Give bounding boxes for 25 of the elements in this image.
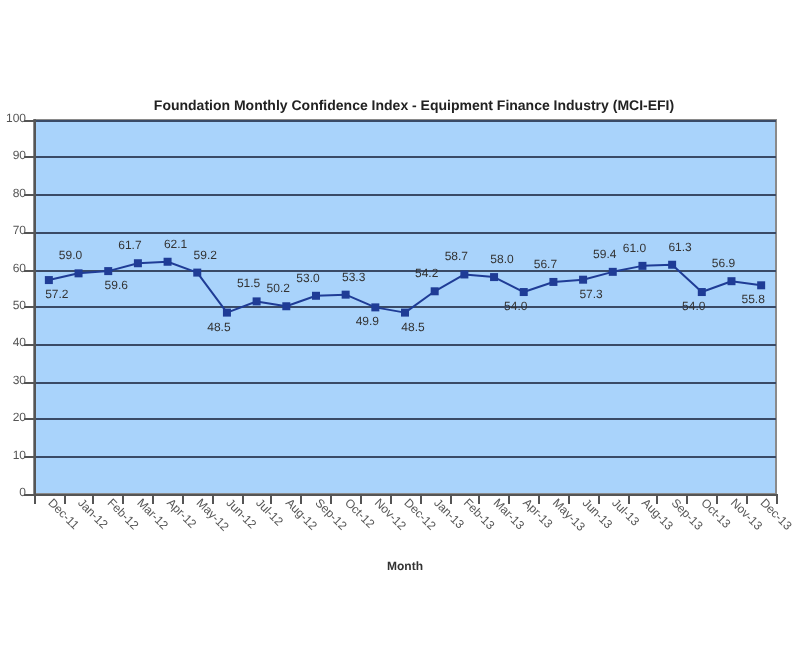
point (104, 267, 113, 276)
point (727, 277, 736, 286)
point (460, 270, 469, 279)
point (74, 269, 83, 278)
point (222, 308, 231, 317)
point (44, 276, 53, 285)
point (608, 267, 617, 276)
point (371, 303, 380, 312)
point (549, 277, 558, 286)
point (638, 261, 647, 270)
point (401, 308, 410, 317)
point (282, 302, 291, 311)
point (193, 268, 202, 277)
point (697, 288, 706, 297)
point (519, 288, 528, 297)
point (757, 281, 766, 290)
point (668, 260, 677, 269)
point (579, 275, 588, 284)
point (311, 291, 320, 300)
point (430, 287, 439, 296)
point (341, 290, 350, 299)
point (133, 259, 142, 268)
point (490, 273, 499, 282)
point (163, 257, 172, 266)
point (252, 297, 261, 306)
